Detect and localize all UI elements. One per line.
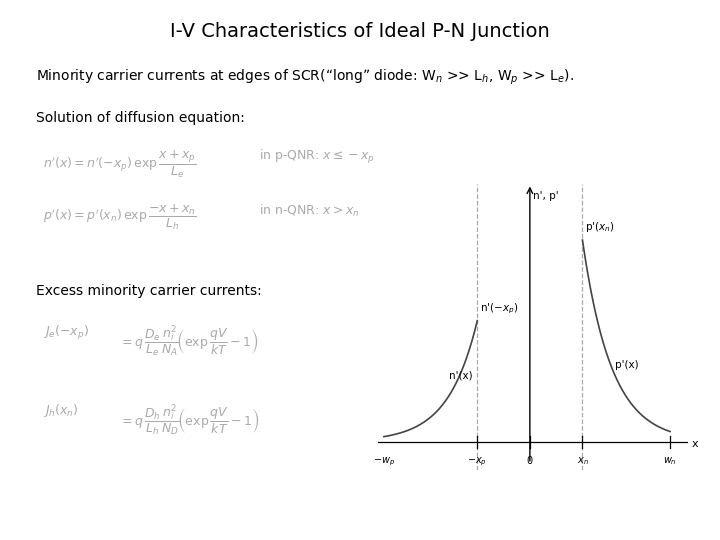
Text: I-V Characteristics of Ideal P-N Junction: I-V Characteristics of Ideal P-N Junctio…	[170, 22, 550, 40]
Text: n', p': n', p'	[534, 191, 559, 201]
Text: in p-QNR: $x \leq -x_p$: in p-QNR: $x \leq -x_p$	[259, 148, 375, 166]
Text: 0: 0	[527, 456, 533, 465]
Text: Solution of diffusion equation:: Solution of diffusion equation:	[36, 111, 245, 125]
Text: $x_n$: $x_n$	[577, 456, 588, 468]
Text: $= q\,\dfrac{D_h}{L_h}\dfrac{n_i^2}{N_D}\!\left(\exp\dfrac{qV}{kT} - 1\right)$: $= q\,\dfrac{D_h}{L_h}\dfrac{n_i^2}{N_D}…	[119, 402, 259, 437]
Text: $w_n$: $w_n$	[663, 456, 677, 468]
Text: $p'(x) = p'(x_n)\,\exp\dfrac{-x + x_n}{L_h}$: $p'(x) = p'(x_n)\,\exp\dfrac{-x + x_n}{L…	[43, 202, 197, 232]
Text: p'($x_n$): p'($x_n$)	[585, 220, 615, 234]
Text: $n'(x) = n'(-x_p)\,\exp\dfrac{x + x_p}{L_e}$: $n'(x) = n'(-x_p)\,\exp\dfrac{x + x_p}{L…	[43, 148, 197, 180]
Text: p'(x): p'(x)	[615, 360, 638, 370]
Text: $-x_p$: $-x_p$	[467, 456, 487, 468]
Text: in n-QNR: $x > x_n$: in n-QNR: $x > x_n$	[259, 202, 360, 219]
Text: Excess minority carrier currents:: Excess minority carrier currents:	[36, 284, 262, 298]
Text: n'(x): n'(x)	[449, 370, 473, 380]
Text: x: x	[692, 438, 698, 449]
Text: $-w_p$: $-w_p$	[373, 456, 395, 468]
Text: Minority carrier currents at edges of SCR(“long” diode: W$_n$ >> L$_h$, W$_p$ >>: Minority carrier currents at edges of SC…	[36, 68, 574, 87]
Text: n'($-x_p$): n'($-x_p$)	[480, 301, 518, 315]
Text: $J_e(-x_p)$: $J_e(-x_p)$	[43, 324, 89, 342]
Text: $J_h(x_n)$: $J_h(x_n)$	[43, 402, 78, 419]
Text: $= q\,\dfrac{D_e}{L_e}\dfrac{n_i^2}{N_A}\!\left(\exp\dfrac{qV}{kT} - 1\right)$: $= q\,\dfrac{D_e}{L_e}\dfrac{n_i^2}{N_A}…	[119, 324, 258, 359]
